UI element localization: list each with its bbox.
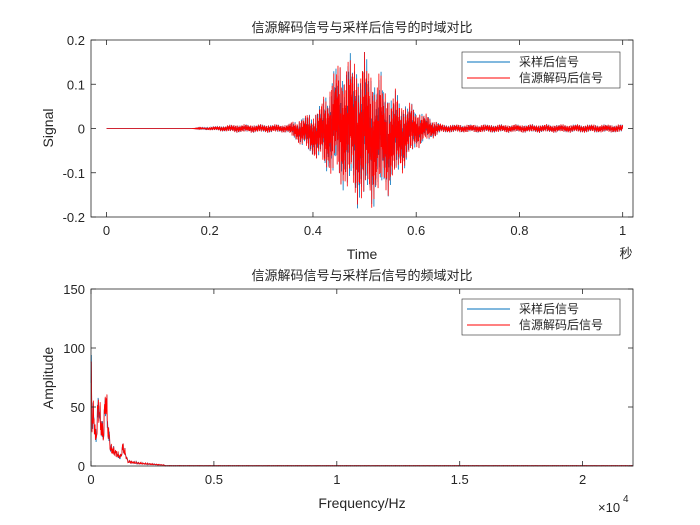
time-x-tick-label: 0.8 <box>510 223 528 238</box>
time-x-tick-label: 0.2 <box>201 223 219 238</box>
freq-chart-title: 信源解码信号与采样后信号的频域对比 <box>251 268 472 284</box>
time-legend-label-decoded: 信源解码后信号 <box>519 71 603 85</box>
freq-legend-label-decoded: 信源解码后信号 <box>519 318 603 332</box>
time-y-tick-label: -0.1 <box>63 166 85 181</box>
freq-x-tick-label: 1 <box>333 472 340 487</box>
freq-x-axis-label: Frequency/Hz <box>318 495 405 511</box>
freq-axes-box <box>90 288 634 467</box>
freq-y-axis-label: Amplitude <box>40 347 56 409</box>
time-y-tick-label: 0.2 <box>67 33 85 48</box>
time-legend: 采样后信号 信源解码后信号 <box>461 51 621 89</box>
time-x-tick-label: 1 <box>619 223 626 238</box>
time-series-group <box>106 52 624 209</box>
freq-legend-box <box>461 298 621 336</box>
freq-legend: 采样后信号 信源解码后信号 <box>461 298 621 336</box>
time-chart-title: 信源解码信号与采样后信号的时域对比 <box>251 20 472 36</box>
frequency-domain-plot: 信源解码信号与采样后信号的频域对比 0 0.5 1 1.5 2 0 50 100 150 Fre… <box>40 268 634 515</box>
time-y-axis-label: Signal <box>40 109 56 148</box>
time-x-tick-label: 0 <box>103 223 110 238</box>
freq-y-tick-label: 50 <box>71 400 85 415</box>
freq-x-exponent-power: 4 <box>623 494 629 505</box>
time-legend-box <box>461 51 621 89</box>
time-y-tick-label: -0.2 <box>63 210 85 225</box>
freq-x-tick-label: 1.5 <box>451 472 469 487</box>
freq-y-tick-label: 0 <box>78 459 85 474</box>
freq-x-exponent-base: ×10 <box>598 500 620 515</box>
time-x-unit-label: 秒 <box>619 246 632 261</box>
freq-y-tick-label: 100 <box>63 341 85 356</box>
freq-ticks-group: 0 0.5 1 1.5 2 0 50 100 150 <box>63 282 633 487</box>
time-x-axis-label: Time <box>347 246 378 262</box>
freq-legend-label-sampled: 采样后信号 <box>519 301 579 316</box>
time-y-tick-label: 0 <box>78 122 85 137</box>
freq-x-tick-label: 0.5 <box>205 472 223 487</box>
time-x-tick-label: 0.6 <box>407 223 425 238</box>
freq-x-tick-label: 0 <box>87 472 94 487</box>
freq-x-tick-label: 2 <box>579 472 586 487</box>
time-legend-label-sampled: 采样后信号 <box>519 54 579 69</box>
time-y-tick-label: 0.1 <box>67 77 85 92</box>
time-x-tick-label: 0.4 <box>304 223 322 238</box>
time-ticks-group: 0 0.2 0.4 0.6 0.8 1 -0.2 -0.1 0 0.1 0.2 <box>63 33 633 238</box>
time-series-line-decoded <box>106 52 624 208</box>
time-domain-plot: 信源解码信号与采样后信号的时域对比 0 0.2 0.4 0.6 0.8 1 -0.2 -0.1… <box>40 20 634 262</box>
freq-y-tick-label: 150 <box>63 282 85 297</box>
